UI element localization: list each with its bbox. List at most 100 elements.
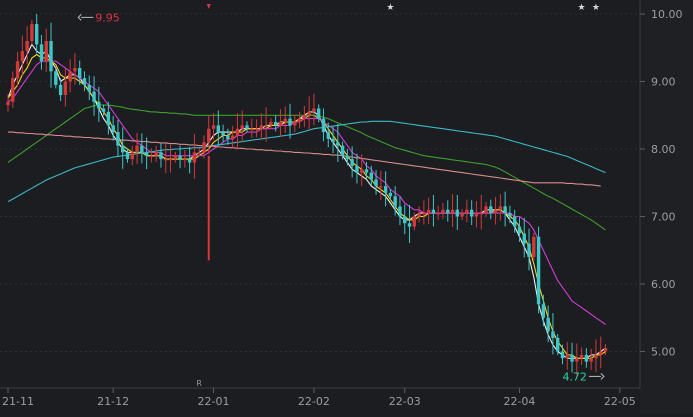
candle[interactable] (273, 115, 278, 132)
candle[interactable] (584, 348, 589, 368)
candle[interactable] (479, 194, 483, 230)
candle[interactable] (560, 344, 565, 365)
candle[interactable] (230, 126, 235, 148)
candle[interactable] (245, 121, 249, 133)
candle[interactable] (565, 342, 569, 370)
candle[interactable] (326, 122, 330, 148)
candle[interactable] (436, 205, 440, 220)
candle[interactable] (484, 202, 488, 217)
candle[interactable] (455, 194, 460, 230)
candle[interactable] (355, 153, 359, 184)
candle[interactable] (144, 137, 149, 170)
candle[interactable] (417, 206, 421, 223)
candle[interactable] (259, 113, 264, 140)
candle[interactable] (431, 194, 436, 227)
candle[interactable] (125, 148, 130, 163)
candle[interactable] (321, 108, 326, 142)
candle[interactable] (20, 35, 25, 76)
candle[interactable] (44, 28, 48, 73)
candles[interactable] (6, 14, 608, 375)
candle[interactable] (465, 199, 469, 223)
candle[interactable] (30, 20, 34, 45)
candle[interactable] (106, 101, 111, 135)
candle[interactable] (192, 134, 197, 179)
candle[interactable] (68, 59, 72, 93)
candle[interactable] (34, 14, 39, 54)
candle[interactable] (121, 127, 125, 169)
candle[interactable] (92, 76, 96, 116)
candle[interactable] (388, 188, 393, 200)
candle[interactable] (512, 209, 517, 233)
candle[interactable] (78, 60, 82, 85)
candle[interactable] (575, 343, 579, 375)
candle[interactable] (168, 144, 173, 173)
candle[interactable] (87, 75, 91, 101)
candle[interactable] (235, 113, 240, 150)
candle[interactable] (460, 209, 464, 221)
candle[interactable] (345, 149, 350, 166)
candle[interactable] (474, 200, 479, 228)
candle[interactable] (331, 126, 335, 154)
candle[interactable] (398, 196, 402, 226)
candle[interactable] (422, 200, 426, 225)
candle[interactable] (589, 348, 593, 371)
candle[interactable] (154, 145, 158, 162)
candle[interactable] (546, 305, 550, 343)
candle[interactable] (164, 143, 168, 174)
candle[interactable] (503, 191, 507, 227)
candle[interactable] (111, 115, 115, 141)
candle[interactable] (159, 142, 163, 168)
candle[interactable] (450, 194, 455, 228)
candle[interactable] (178, 145, 182, 169)
candle[interactable] (97, 86, 101, 122)
candle[interactable] (426, 197, 431, 225)
candle[interactable] (216, 110, 221, 146)
candle[interactable] (407, 205, 412, 244)
candle[interactable] (288, 103, 292, 139)
candle[interactable] (594, 339, 598, 373)
candle[interactable] (364, 161, 369, 180)
candle[interactable] (489, 199, 493, 220)
candle[interactable] (135, 132, 139, 164)
candle[interactable] (498, 194, 503, 221)
candle[interactable] (39, 34, 44, 70)
candle[interactable] (532, 232, 536, 261)
candle[interactable] (63, 68, 68, 107)
candle[interactable] (240, 110, 244, 143)
candle[interactable] (579, 347, 584, 365)
candle[interactable] (493, 196, 498, 225)
candle[interactable] (527, 228, 531, 271)
candle[interactable] (283, 106, 287, 133)
candle[interactable] (556, 333, 560, 356)
candle[interactable] (173, 151, 177, 163)
candle[interactable] (603, 344, 608, 356)
candle[interactable] (101, 104, 106, 116)
candle[interactable] (393, 186, 397, 216)
candle[interactable] (293, 114, 297, 133)
candle[interactable] (297, 111, 302, 129)
candle[interactable] (73, 53, 77, 85)
candle[interactable] (269, 117, 273, 130)
candle[interactable] (140, 133, 144, 164)
candle[interactable] (469, 200, 474, 226)
candle[interactable] (340, 141, 345, 160)
candle[interactable] (307, 96, 311, 130)
candle[interactable] (350, 146, 354, 178)
candle[interactable] (441, 203, 445, 220)
candle[interactable] (374, 169, 378, 195)
candle[interactable] (570, 342, 574, 373)
candle[interactable] (211, 113, 216, 140)
candle[interactable] (226, 128, 230, 145)
candle[interactable] (536, 226, 541, 314)
candle[interactable] (551, 313, 555, 355)
candle[interactable] (250, 118, 254, 138)
candle[interactable] (116, 119, 120, 157)
candle[interactable] (82, 71, 87, 91)
candle[interactable] (383, 171, 388, 207)
candle[interactable] (254, 119, 259, 138)
candle[interactable] (369, 165, 373, 186)
candle[interactable] (130, 145, 134, 166)
candle[interactable] (302, 105, 307, 128)
